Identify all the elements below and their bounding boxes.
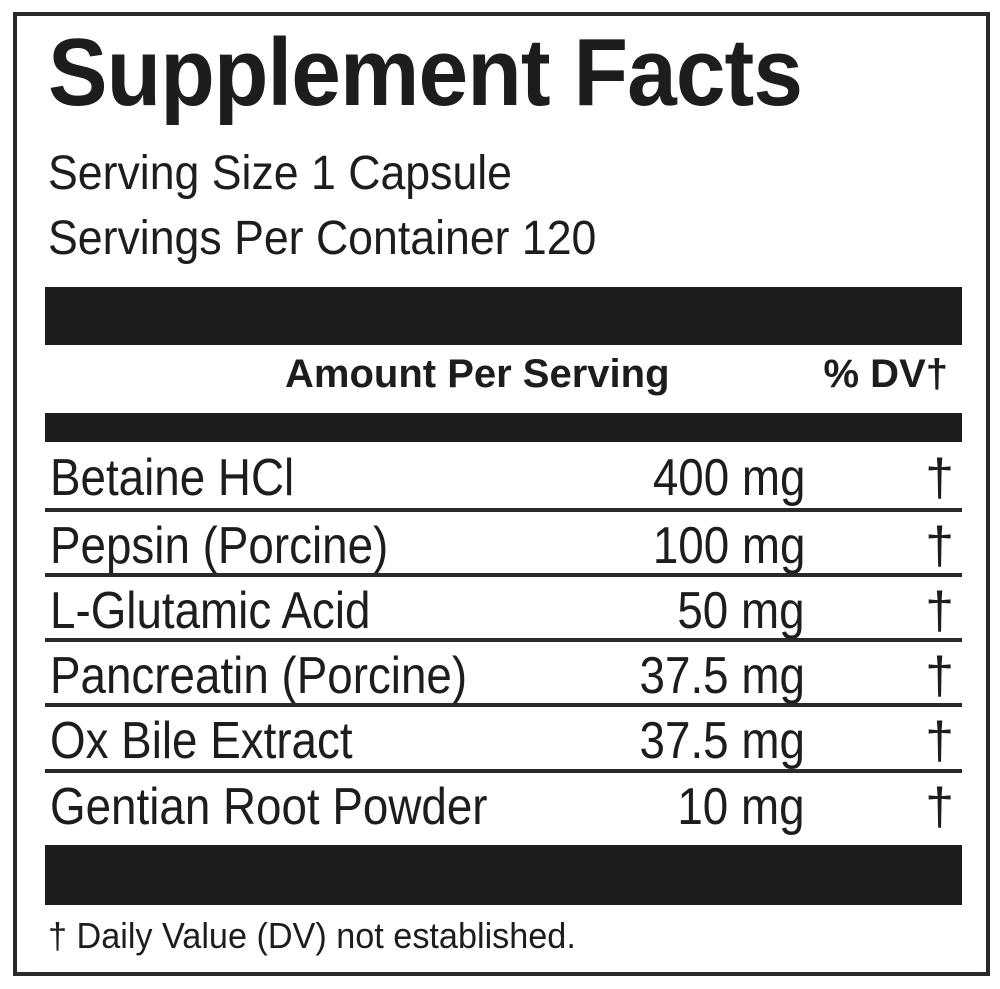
ingredient-row: Pancreatin (Porcine) 37.5 mg † (45, 642, 962, 705)
ingredient-name: Pepsin (Porcine) (50, 517, 389, 575)
ingredient-dv: † (925, 582, 954, 640)
thick-divider (45, 287, 962, 345)
ingredient-row: Ox Bile Extract 37.5 mg † (45, 707, 962, 770)
serving-size: Serving Size 1 Capsule (48, 147, 513, 200)
row-divider (45, 703, 962, 707)
ingredient-row: Gentian Root Powder 10 mg † (45, 773, 962, 836)
ingredient-name: L-Glutamic Acid (50, 582, 371, 640)
row-divider (45, 508, 962, 512)
row-divider (45, 769, 962, 773)
ingredient-amount: 37.5 mg (639, 712, 805, 770)
footnote: † Daily Value (DV) not established. (48, 915, 576, 956)
ingredient-amount: 37.5 mg (639, 647, 805, 705)
ingredient-dv: † (925, 778, 954, 836)
servings-per-container: Servings Per Container 120 (48, 212, 597, 265)
row-divider (45, 573, 962, 577)
ingredient-dv: † (925, 647, 954, 705)
ingredient-amount: 50 mg (677, 582, 805, 640)
amount-header: Amount Per Serving (285, 352, 670, 396)
ingredient-row: Betaine HCl 400 mg † (45, 444, 962, 507)
ingredient-dv: † (925, 712, 954, 770)
thick-divider (45, 845, 962, 905)
ingredient-row: Pepsin (Porcine) 100 mg † (45, 512, 962, 575)
ingredient-amount: 400 mg (652, 449, 805, 507)
ingredient-dv: † (925, 449, 954, 507)
ingredient-row: L-Glutamic Acid 50 mg † (45, 577, 962, 640)
label-title: Supplement Facts (48, 19, 803, 126)
medium-divider (45, 413, 962, 442)
ingredient-amount: 100 mg (652, 517, 805, 575)
ingredient-dv: † (925, 517, 954, 575)
ingredient-amount: 10 mg (677, 778, 805, 836)
row-divider (45, 638, 962, 642)
ingredient-name: Ox Bile Extract (50, 712, 353, 770)
ingredient-name: Pancreatin (Porcine) (50, 647, 468, 705)
ingredient-name: Gentian Root Powder (50, 778, 488, 836)
dv-header: % DV† (823, 352, 949, 396)
label-border (13, 12, 990, 976)
ingredient-name: Betaine HCl (50, 449, 295, 507)
